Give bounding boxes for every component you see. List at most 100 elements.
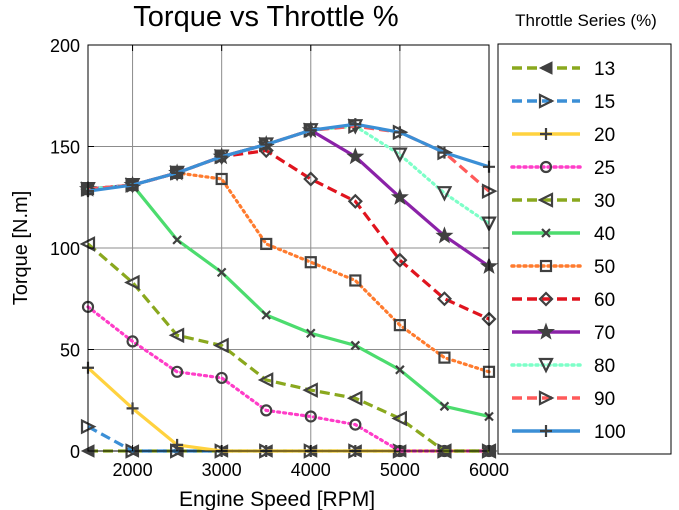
legend-label: 70 bbox=[594, 323, 615, 344]
data-point-25 bbox=[260, 404, 273, 417]
legend-entry: 60 bbox=[512, 290, 615, 311]
grid-lines bbox=[88, 44, 490, 452]
legend-label: 13 bbox=[594, 59, 615, 80]
data-point-25 bbox=[349, 418, 362, 431]
y-tick-label: 0 bbox=[70, 442, 80, 462]
data-point-40 bbox=[350, 340, 361, 351]
data-point-100 bbox=[349, 118, 362, 131]
data-point-100 bbox=[215, 150, 228, 163]
legend-label: 30 bbox=[594, 191, 615, 212]
y-tick-label: 200 bbox=[50, 36, 80, 56]
legend-entry: 70 bbox=[512, 322, 615, 344]
legend-label: 25 bbox=[594, 158, 615, 179]
data-point-30 bbox=[346, 390, 363, 406]
legend-entry: 40 bbox=[512, 224, 615, 245]
x-tick-label: 4000 bbox=[291, 460, 331, 480]
data-point-50 bbox=[438, 351, 451, 364]
data-point-100 bbox=[126, 179, 139, 192]
data-point-100 bbox=[171, 166, 184, 179]
legend-marker-20 bbox=[540, 128, 552, 140]
data-point-100 bbox=[438, 146, 451, 159]
chart-title: Torque vs Throttle % bbox=[133, 1, 398, 33]
data-point-30 bbox=[124, 274, 140, 291]
series-line-100 bbox=[87, 122, 490, 193]
data-point-40 bbox=[216, 267, 227, 278]
data-point-25 bbox=[171, 365, 184, 378]
data-point-50 bbox=[304, 256, 317, 269]
data-point-70 bbox=[390, 187, 409, 205]
x-tick-label: 3000 bbox=[202, 460, 242, 480]
legend-marker-60 bbox=[538, 291, 554, 307]
data-point-40 bbox=[172, 235, 182, 245]
data-point-50 bbox=[260, 237, 273, 251]
data-point-40 bbox=[261, 310, 271, 320]
data-point-70 bbox=[435, 226, 454, 244]
legend-label: 90 bbox=[594, 389, 615, 410]
legend-entry: 80 bbox=[510, 356, 615, 377]
x-tick-label: 5000 bbox=[380, 460, 420, 480]
data-point-50 bbox=[349, 274, 362, 287]
data-point-25 bbox=[126, 335, 139, 348]
legend-marker-50 bbox=[539, 259, 553, 273]
legend-entry: 15 bbox=[512, 92, 615, 113]
legend-entry: 30 bbox=[512, 191, 615, 212]
legend-label: 100 bbox=[594, 422, 626, 443]
x-tick-label: 2000 bbox=[113, 460, 153, 480]
data-point-60 bbox=[347, 193, 363, 209]
legend-label: 15 bbox=[594, 92, 615, 113]
data-point-80 bbox=[436, 186, 453, 202]
legend-marker-13 bbox=[538, 61, 553, 75]
data-point-25 bbox=[304, 410, 317, 423]
legend-marker-30 bbox=[537, 192, 554, 208]
legend-label: 40 bbox=[594, 224, 615, 245]
data-point-100 bbox=[393, 126, 406, 139]
legend-box bbox=[497, 43, 672, 455]
legend-marker-40 bbox=[541, 228, 551, 238]
legend-marker-25 bbox=[539, 160, 553, 174]
legend-label: 50 bbox=[594, 257, 615, 278]
axes: 2000 3000 4000 5000 6000 0 50 100 150 200 bbox=[50, 36, 509, 480]
data-point-80 bbox=[392, 147, 408, 164]
data-point-60 bbox=[436, 291, 453, 307]
legend-entry: 50 bbox=[510, 257, 615, 278]
data-point-40 bbox=[395, 365, 405, 375]
data-point-100 bbox=[260, 138, 273, 151]
legend-marker-70 bbox=[536, 322, 556, 340]
legend-entry: 25 bbox=[510, 158, 615, 179]
data-point-25 bbox=[215, 371, 228, 385]
data-point-50 bbox=[393, 319, 406, 332]
legend-marker-90 bbox=[538, 390, 555, 406]
legend-label: 80 bbox=[594, 356, 615, 377]
legend-title: Throttle Series (%) bbox=[515, 11, 657, 30]
series-line-40 bbox=[87, 183, 490, 419]
legend-label: 20 bbox=[594, 125, 615, 146]
x-axis-label: Engine Speed [RPM] bbox=[179, 488, 375, 510]
data-point-50 bbox=[215, 172, 228, 186]
legend: 13 15 20 25 30 40 50 60 70 80 90 100 bbox=[497, 43, 672, 455]
x-tick-label: 6000 bbox=[469, 460, 509, 480]
legend-entry: 13 bbox=[512, 59, 615, 80]
data-point-30 bbox=[257, 372, 274, 388]
legend-label: 60 bbox=[594, 290, 615, 311]
data-point-60 bbox=[303, 171, 319, 187]
series-100 bbox=[82, 118, 495, 198]
legend-entry: 20 bbox=[512, 125, 615, 146]
data-point-40 bbox=[439, 401, 450, 412]
data-point-70 bbox=[346, 147, 365, 165]
legend-entry: 90 bbox=[512, 389, 615, 410]
data-point-30 bbox=[213, 337, 229, 354]
legend-entry: 100 bbox=[512, 422, 626, 443]
data-point-20 bbox=[171, 438, 184, 451]
series-30 bbox=[79, 236, 497, 459]
legend-marker-80 bbox=[538, 357, 554, 374]
y-tick-label: 150 bbox=[50, 138, 80, 158]
legend-marker-15 bbox=[538, 93, 555, 109]
series-line-30 bbox=[86, 242, 489, 453]
data-point-60 bbox=[392, 252, 408, 268]
data-point-30 bbox=[168, 327, 185, 344]
data-point-20 bbox=[126, 402, 139, 415]
data-point-100 bbox=[304, 124, 317, 137]
data-point-30 bbox=[391, 410, 407, 427]
data-point-40 bbox=[306, 328, 316, 339]
